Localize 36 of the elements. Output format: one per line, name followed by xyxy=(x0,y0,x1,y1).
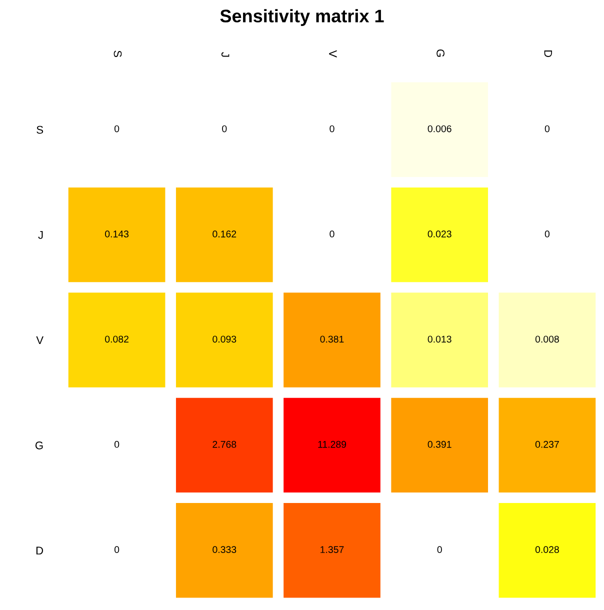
x-tick-label: V xyxy=(329,50,337,58)
x-tick-label: D xyxy=(544,50,552,58)
x-tick-label: J xyxy=(221,52,230,57)
data-label: 0.093 xyxy=(212,336,236,343)
data-label: 0.237 xyxy=(535,440,559,448)
data-label: 0 xyxy=(544,125,550,132)
x-tick-label: G xyxy=(436,49,444,57)
y-tick-label: J xyxy=(38,231,43,239)
data-label: 0 xyxy=(544,230,550,238)
y-tick-label: D xyxy=(36,546,44,554)
data-label: 0 xyxy=(114,125,120,132)
data-label: 0 xyxy=(222,125,227,132)
data-label: 2.768 xyxy=(212,440,236,448)
data-label: 0.082 xyxy=(105,336,128,343)
data-label: 0.333 xyxy=(212,546,236,554)
y-tick-label: G xyxy=(35,441,43,450)
data-label: 0.143 xyxy=(105,230,129,238)
data-label: 11.289 xyxy=(318,440,346,448)
chart-title: Sensitivity matrix 1 xyxy=(220,9,384,26)
data-label: 0.381 xyxy=(320,336,344,343)
data-label: 0 xyxy=(437,546,442,554)
data-label: 0.162 xyxy=(212,230,236,238)
data-label: 0.006 xyxy=(428,125,452,132)
data-label: 0.028 xyxy=(535,546,559,554)
x-tick-label: S xyxy=(114,50,122,58)
data-label: 0 xyxy=(114,546,120,554)
data-label: 0.008 xyxy=(535,336,559,343)
data-label: 0.013 xyxy=(428,336,452,343)
data-label: 1.357 xyxy=(320,546,344,554)
data-label: 0 xyxy=(330,125,334,132)
data-label: 0.023 xyxy=(428,230,452,238)
data-label: 0 xyxy=(330,230,334,238)
y-tick-label: S xyxy=(36,126,44,134)
data-label: 0 xyxy=(114,440,120,448)
y-tick-label: V xyxy=(36,336,44,344)
data-label: 0.391 xyxy=(428,440,452,448)
